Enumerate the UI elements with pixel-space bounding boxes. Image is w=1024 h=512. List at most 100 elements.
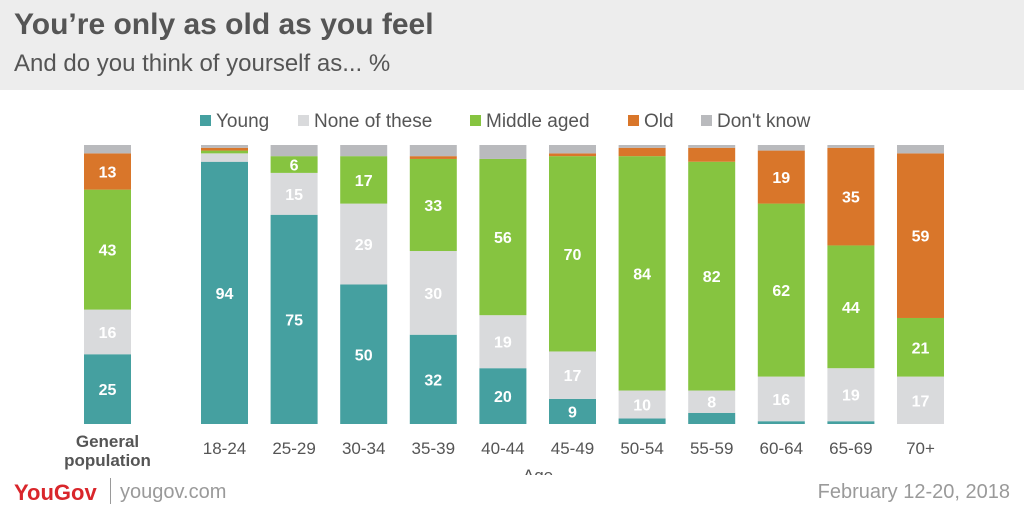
yougov-logo: YouGov xyxy=(14,480,97,505)
bar-segment-60-64-none-of-these xyxy=(757,376,805,422)
survey-date: February 12-20, 2018 xyxy=(817,481,1010,503)
category-label-general-population-2: population xyxy=(64,451,151,470)
bar-segment-60-64-old xyxy=(757,150,805,204)
legend-label-none-of-these: None of these xyxy=(314,111,432,132)
category-label-40-44: 40-44 xyxy=(481,439,524,458)
data-label-general-population-old: 13 xyxy=(99,165,117,182)
bar-segment-18-24-young xyxy=(201,161,248,424)
bar-segment-30-34-middle-aged xyxy=(340,156,388,204)
data-label-35-39-middle-aged: 33 xyxy=(424,198,442,215)
bar-segment-18-24-don-t-know xyxy=(201,145,248,148)
bar-segment-60-64-don-t-know xyxy=(757,145,805,151)
chart-subtitle: And do you think of yourself as... % xyxy=(14,50,391,77)
data-label-general-population-young: 25 xyxy=(99,382,117,399)
bar-segment-25-29-young xyxy=(270,214,318,424)
bar-segment-35-39-young xyxy=(409,334,457,424)
data-label-65-69-none-of-these: 19 xyxy=(842,388,860,405)
data-label-50-54-middle-aged: 84 xyxy=(633,266,651,283)
bar-segment-50-54-don-t-know xyxy=(618,145,666,148)
data-label-general-population-none-of-these: 16 xyxy=(99,325,117,342)
bar-segment-35-39-old xyxy=(409,156,457,159)
bar-segment-35-39-none-of-these xyxy=(409,251,457,335)
bar-segment-40-44-middle-aged xyxy=(479,158,527,316)
bar-segment-70-don-t-know xyxy=(897,145,944,154)
data-label-70-old: 59 xyxy=(912,229,930,246)
data-label-65-69-old: 35 xyxy=(842,190,860,207)
data-label-50-54-none-of-these: 10 xyxy=(633,397,651,414)
bar-segment-25-29-none-of-these xyxy=(270,172,318,215)
data-label-25-29-young: 75 xyxy=(285,312,303,329)
data-label-40-44-middle-aged: 56 xyxy=(494,230,512,247)
bar-segment-40-44-young xyxy=(479,368,527,424)
bar-segment-18-24-middle-aged xyxy=(201,150,248,154)
bar-segment-18-24-old xyxy=(201,147,248,151)
bar-segment-65-69-young xyxy=(827,421,875,424)
data-label-30-34-young: 50 xyxy=(355,347,373,364)
bar-segment-general-population-old xyxy=(84,153,131,190)
data-label-general-population-middle-aged: 43 xyxy=(99,243,117,260)
bar-segment-60-64-middle-aged xyxy=(757,203,805,377)
category-label-18-24: 18-24 xyxy=(203,439,246,458)
legend-swatch-old xyxy=(628,115,639,126)
bar-segment-45-49-old xyxy=(549,153,596,157)
bar-segment-65-69-old xyxy=(827,147,875,246)
bar-segment-25-29-middle-aged xyxy=(270,156,318,173)
bar-segment-50-54-old xyxy=(618,147,666,157)
footer-url: yougov.com xyxy=(120,481,227,503)
data-label-35-39-none-of-these: 30 xyxy=(424,286,442,303)
bar-segment-70-old xyxy=(897,153,944,318)
data-label-55-59-none-of-these: 8 xyxy=(707,395,716,412)
bar-segment-55-59-don-t-know xyxy=(688,145,736,148)
legend-swatch-don-t-know xyxy=(701,115,712,126)
data-label-55-59-middle-aged: 82 xyxy=(703,269,721,286)
category-label-25-29: 25-29 xyxy=(272,439,315,458)
legend-swatch-none-of-these xyxy=(298,115,309,126)
header: You’re only as old as you feel And do yo… xyxy=(0,0,1024,90)
bar-segment-55-59-none-of-these xyxy=(688,390,736,413)
bar-segment-60-64-young xyxy=(757,421,805,424)
bar-segment-35-39-middle-aged xyxy=(409,158,457,252)
data-label-70-middle-aged: 21 xyxy=(912,340,930,357)
bar-segment-45-49-none-of-these xyxy=(549,351,596,399)
legend-label-young: Young xyxy=(216,111,269,132)
data-label-35-39-young: 32 xyxy=(424,372,442,389)
bar-segment-65-69-don-t-know xyxy=(827,145,875,148)
legend-label-old: Old xyxy=(644,111,674,132)
data-label-40-44-none-of-these: 19 xyxy=(494,335,512,352)
data-label-30-34-none-of-these: 29 xyxy=(355,237,373,254)
bar-segment-70-none-of-these xyxy=(897,376,944,424)
legend-swatch-middle-aged xyxy=(470,115,481,126)
category-label-45-49: 45-49 xyxy=(551,439,594,458)
bar-segment-45-49-don-t-know xyxy=(549,145,596,154)
bar-segment-50-54-none-of-these xyxy=(618,390,666,419)
category-label-55-59: 55-59 xyxy=(690,439,733,458)
bar-segment-30-34-young xyxy=(340,284,388,424)
data-label-30-34-middle-aged: 17 xyxy=(355,173,373,190)
bar-segment-50-54-young xyxy=(618,418,666,424)
bar-segment-45-49-middle-aged xyxy=(549,156,596,352)
data-label-60-64-middle-aged: 62 xyxy=(772,283,790,300)
category-label-60-64: 60-64 xyxy=(760,439,803,458)
data-label-45-49-middle-aged: 70 xyxy=(564,247,582,264)
bar-segment-55-59-young xyxy=(688,412,736,424)
bar-segment-general-population-none-of-these xyxy=(84,309,131,355)
data-label-40-44-young: 20 xyxy=(494,389,512,406)
legend-label-don-t-know: Don't know xyxy=(717,111,811,132)
bar-segment-55-59-middle-aged xyxy=(688,161,736,391)
bar-segment-30-34-don-t-know xyxy=(340,145,388,157)
bar-segment-general-population-middle-aged xyxy=(84,189,131,310)
category-label-30-34: 30-34 xyxy=(342,439,385,458)
data-label-45-49-young: 9 xyxy=(568,404,577,421)
bar-segment-70-middle-aged xyxy=(897,317,944,377)
data-label-65-69-middle-aged: 44 xyxy=(842,300,860,317)
legend-label-middle-aged: Middle aged xyxy=(486,111,590,132)
data-label-60-64-old: 19 xyxy=(772,170,790,187)
bar-segment-45-49-young xyxy=(549,398,596,424)
bar-segment-general-population-don-t-know xyxy=(84,145,131,154)
data-label-25-29-none-of-these: 15 xyxy=(285,187,303,204)
bar-segment-30-34-none-of-these xyxy=(340,203,388,285)
category-label-general-population-1: General xyxy=(76,432,139,451)
category-label-65-69: 65-69 xyxy=(829,439,872,458)
x-axis-label: Age xyxy=(523,466,553,475)
bar-segment-18-24-none-of-these xyxy=(201,153,248,162)
